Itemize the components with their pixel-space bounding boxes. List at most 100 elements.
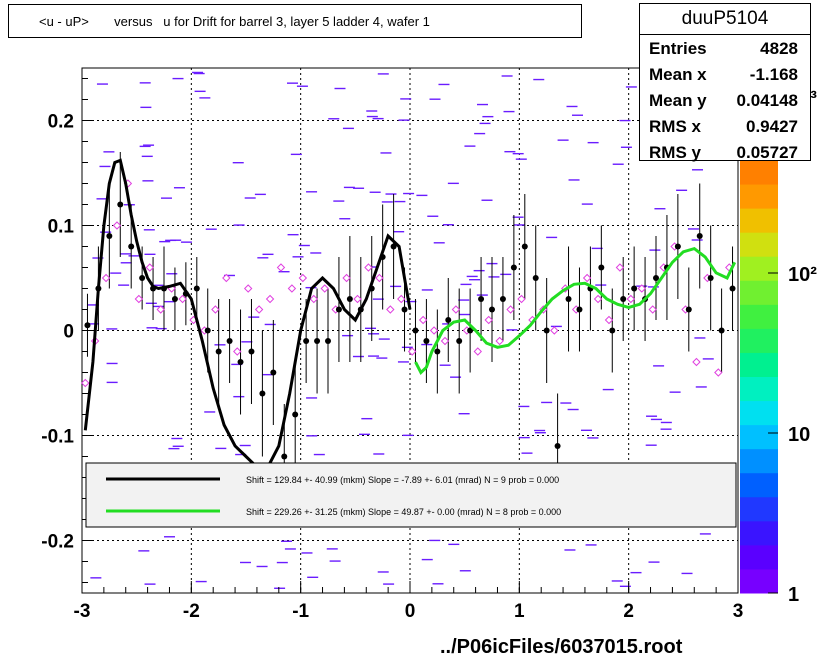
legend-label-2: Shift = 229.26 +- 31.25 (mkm) Slope = 49… <box>246 507 561 517</box>
y-tick-label: -0.1 <box>41 427 74 448</box>
colorbar-cell <box>740 328 778 353</box>
data-point <box>434 348 441 355</box>
colorbar-cell <box>740 352 778 377</box>
colorbar: 11010²10³ <box>740 88 817 606</box>
stat-entries: Entries 4828 <box>640 35 810 61</box>
data-point <box>325 338 331 344</box>
x-tick-label: -2 <box>183 601 200 622</box>
data-point <box>423 338 430 344</box>
data-point <box>281 453 288 460</box>
data-point-magenta <box>211 305 220 314</box>
colorbar-cell <box>740 568 778 594</box>
colorbar-cell <box>740 256 778 281</box>
data-point-magenta <box>495 336 504 346</box>
data-point-magenta <box>178 294 187 304</box>
data-point <box>139 275 146 281</box>
data-point-magenta <box>440 336 450 346</box>
data-point-magenta <box>222 273 231 283</box>
data-point-magenta <box>473 347 482 356</box>
data-point <box>609 327 616 334</box>
data-point <box>707 275 714 281</box>
fit-curve-2 <box>414 246 737 375</box>
stat-mean-x: Mean x -1.168 <box>640 61 810 87</box>
stat-mean-y-value: 0.04148 <box>736 91 798 110</box>
data-point-magenta <box>484 315 493 325</box>
data-point <box>84 322 91 329</box>
data-point <box>620 296 627 302</box>
data-point <box>499 296 506 302</box>
y-tick-label: 0.1 <box>48 217 75 238</box>
file-path-footer: ../P06icFiles/6037015.root <box>440 636 683 658</box>
stat-rms-y-value: 0.05727 <box>736 143 798 162</box>
data-point <box>106 233 113 239</box>
data-point-magenta <box>648 305 657 314</box>
colorbar-label: 1 <box>788 584 799 606</box>
colorbar-label: 10² <box>788 264 817 286</box>
y-tick-label: -0.2 <box>41 532 74 553</box>
colorbar-cell <box>740 376 778 402</box>
data-point-magenta <box>451 305 461 314</box>
data-point-magenta <box>386 305 395 314</box>
data-point-magenta <box>637 284 646 293</box>
stat-entries-value: 4828 <box>760 39 798 58</box>
legend-box <box>85 462 737 528</box>
stat-rms-x: RMS x 0.9427 <box>640 113 810 139</box>
data-point-magenta <box>517 294 526 304</box>
data-point <box>467 327 474 334</box>
colorbar-cell <box>740 208 778 233</box>
data-point <box>204 327 211 334</box>
data-point <box>729 285 736 292</box>
data-point-magenta <box>353 294 362 304</box>
stat-entries-label: Entries <box>649 39 707 58</box>
data-point-magenta <box>101 273 111 283</box>
colorbar-cell <box>740 424 778 450</box>
x-tick-label: -1 <box>292 601 309 622</box>
data-point <box>117 201 124 208</box>
data-point <box>171 296 178 302</box>
stat-rms-y-label: RMS y <box>649 143 701 162</box>
data-point-magenta <box>506 305 515 314</box>
data-point <box>412 327 419 334</box>
data-point <box>543 327 550 334</box>
data-point-magenta <box>550 326 559 335</box>
data-point-magenta <box>397 294 406 304</box>
data-point <box>445 317 452 323</box>
data-point-magenta <box>692 357 701 367</box>
colorbar-cell <box>740 184 778 209</box>
data-point <box>346 296 353 302</box>
data-point <box>335 306 342 313</box>
colorbar-cell <box>740 232 778 257</box>
data-point-magenta <box>254 305 264 314</box>
fit-legend: Shift = 129.84 +- 40.99 (mkm) Slope = -7… <box>85 462 737 528</box>
colorbar-cell <box>740 400 778 426</box>
legend-label-1: Shift = 129.84 +- 40.99 (mkm) Slope = -7… <box>246 475 559 485</box>
fit-curve-1 <box>83 158 412 469</box>
data-point <box>314 338 321 344</box>
data-point-magenta <box>298 273 308 283</box>
data-point-magenta <box>604 315 614 325</box>
data-point-magenta <box>320 284 329 293</box>
data-point-magenta <box>145 263 154 272</box>
data-point <box>489 306 495 313</box>
colorbar-cell <box>740 448 778 474</box>
data-point-magenta <box>243 284 253 293</box>
data-point-magenta <box>364 263 373 272</box>
data-point <box>215 348 222 355</box>
data-point <box>653 275 659 281</box>
data-point <box>226 338 233 344</box>
data-point <box>598 264 605 271</box>
data-point <box>390 243 397 250</box>
colorbar-cell <box>740 280 778 305</box>
data-point <box>631 285 638 292</box>
data-point <box>674 243 681 250</box>
colorbar-cell <box>740 160 778 185</box>
data-point <box>237 359 244 365</box>
colorbar-label: 10 <box>788 424 810 446</box>
data-point <box>718 327 725 334</box>
stat-mean-y: Mean y 0.04148 <box>640 87 810 113</box>
data-point-magenta <box>265 294 275 304</box>
data-point-magenta <box>418 315 428 325</box>
data-point-magenta <box>276 263 286 272</box>
data-point-magenta <box>429 326 439 335</box>
colorbar-cell <box>740 520 778 546</box>
